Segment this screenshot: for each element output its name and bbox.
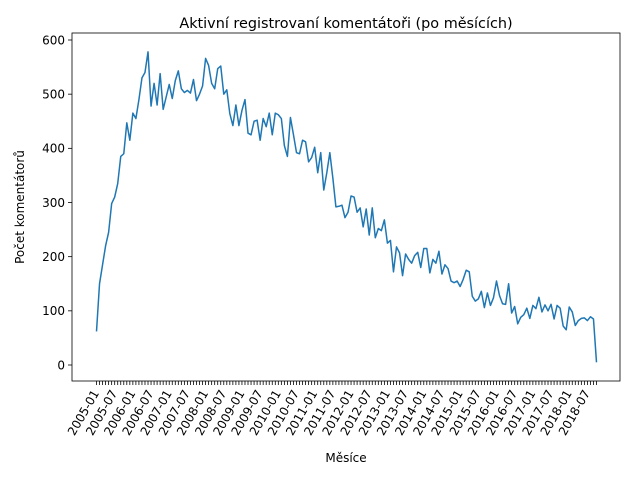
y-tick-label: 0 [57, 358, 65, 372]
x-axis-title: Měsíce [325, 451, 366, 465]
y-tick-label: 300 [42, 196, 65, 210]
plot-frame [71, 32, 621, 382]
series-line [95, 51, 598, 363]
chart-title: Aktivní registrovaní komentátoři (po měs… [179, 16, 512, 32]
y-tick-label: 400 [42, 142, 65, 156]
plot-area [95, 51, 598, 363]
y-tick-label: 200 [42, 250, 65, 264]
y-tick-label: 500 [42, 87, 65, 101]
y-tick-label: 100 [42, 304, 65, 318]
y-axis: 0 100 200 300 400 500 600 [42, 33, 72, 372]
y-tick-label: 600 [42, 33, 65, 47]
y-axis-title: Počet komentátorů [13, 150, 27, 264]
